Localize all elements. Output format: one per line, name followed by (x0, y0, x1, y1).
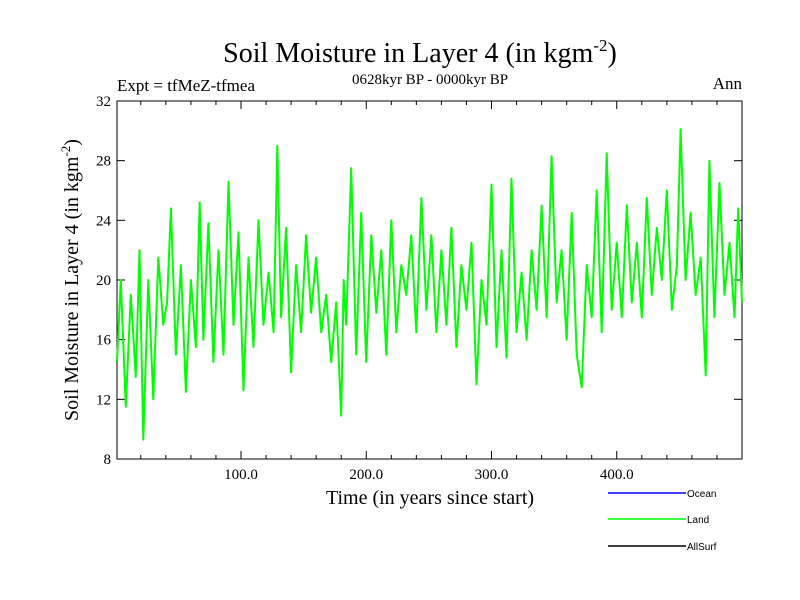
chart-title: Soil Moisture in Layer 4 (in kgm-2) (223, 36, 617, 69)
legend-label-ocean: Ocean (687, 489, 716, 500)
y-tick-label: 12 (96, 392, 111, 408)
y-axis-label-exponent: -2 (58, 146, 73, 157)
x-tick-label: 400.0 (600, 467, 634, 483)
y-tick-label: 16 (96, 333, 112, 349)
legend-label-allsurf: AllSurf (687, 542, 717, 553)
x-tick-label: 300.0 (475, 467, 509, 483)
experiment-label: Expt = tfMeZ-tfmea (117, 76, 255, 95)
y-tick-label: 24 (96, 213, 112, 229)
season-label: Ann (713, 74, 743, 93)
y-axis-label: Soil Moisture in Layer 4 (in kgm-2) (58, 139, 83, 421)
y-axis: 8 12 16 20 24 28 32 (96, 94, 742, 468)
x-tick-label: 100.0 (224, 467, 258, 483)
y-tick-label: 32 (96, 94, 111, 110)
y-tick-label: 28 (96, 154, 111, 170)
legend: Ocean Land AllSurf (608, 489, 717, 553)
x-axis-label: Time (in years since start) (326, 487, 534, 509)
chart-title-exponent: -2 (593, 36, 607, 55)
chart-title-suffix: ) (608, 38, 617, 69)
x-tick-label: 200.0 (349, 467, 383, 483)
legend-label-land: Land (687, 515, 709, 526)
series-line-land (116, 128, 743, 441)
y-tick-label: 20 (96, 273, 111, 289)
plot-frame (116, 100, 743, 460)
x-axis: 100.0 200.0 300.0 400.0 (140, 101, 718, 483)
chart-title-main: Soil Moisture in Layer 4 (in kgm (223, 38, 593, 69)
series-layer (116, 128, 743, 441)
period-label: 0628kyr BP - 0000kyr BP (352, 72, 508, 88)
y-tick-label: 8 (104, 452, 112, 468)
y-axis-label-main: Soil Moisture in Layer 4 (in kgm (61, 156, 83, 421)
y-axis-label-suffix: ) (61, 139, 83, 146)
